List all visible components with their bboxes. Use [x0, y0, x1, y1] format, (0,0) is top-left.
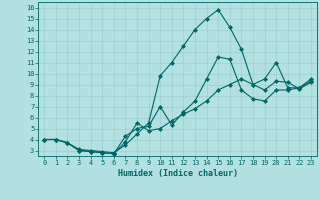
X-axis label: Humidex (Indice chaleur): Humidex (Indice chaleur)	[118, 169, 238, 178]
